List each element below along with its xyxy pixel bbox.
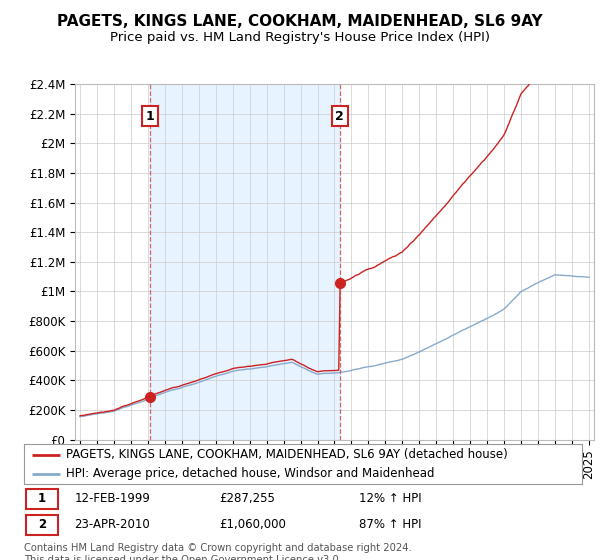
Text: 12% ↑ HPI: 12% ↑ HPI xyxy=(359,492,421,506)
FancyBboxPatch shape xyxy=(26,489,58,509)
Text: PAGETS, KINGS LANE, COOKHAM, MAIDENHEAD, SL6 9AY (detached house): PAGETS, KINGS LANE, COOKHAM, MAIDENHEAD,… xyxy=(66,449,508,461)
Text: 23-APR-2010: 23-APR-2010 xyxy=(74,518,150,531)
Bar xyxy=(150,84,340,440)
Text: 87% ↑ HPI: 87% ↑ HPI xyxy=(359,518,421,531)
Text: 1: 1 xyxy=(38,492,46,506)
Text: Contains HM Land Registry data © Crown copyright and database right 2024.
This d: Contains HM Land Registry data © Crown c… xyxy=(24,543,412,560)
Text: HPI: Average price, detached house, Windsor and Maidenhead: HPI: Average price, detached house, Wind… xyxy=(66,467,434,480)
Text: £1,060,000: £1,060,000 xyxy=(220,518,286,531)
FancyBboxPatch shape xyxy=(26,515,58,535)
Text: 12-FEB-1999: 12-FEB-1999 xyxy=(74,492,150,506)
Text: 2: 2 xyxy=(38,518,46,531)
Text: Price paid vs. HM Land Registry's House Price Index (HPI): Price paid vs. HM Land Registry's House … xyxy=(110,31,490,44)
Text: 1: 1 xyxy=(146,110,154,123)
Text: £287,255: £287,255 xyxy=(220,492,275,506)
Text: 2: 2 xyxy=(335,110,344,123)
Text: PAGETS, KINGS LANE, COOKHAM, MAIDENHEAD, SL6 9AY: PAGETS, KINGS LANE, COOKHAM, MAIDENHEAD,… xyxy=(57,14,543,29)
